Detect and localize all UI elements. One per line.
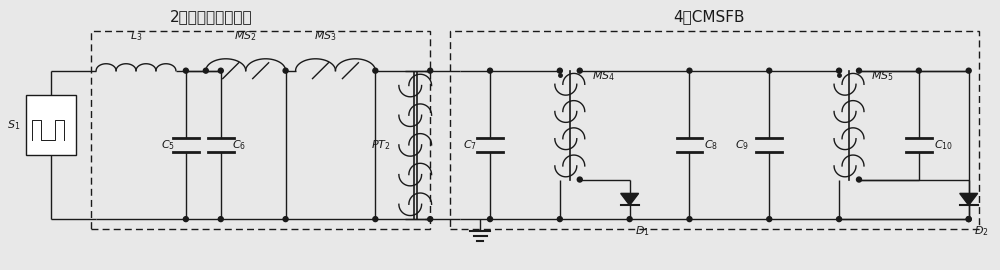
Text: $C_9$: $C_9$ <box>735 138 749 152</box>
Text: $PT_2$: $PT_2$ <box>371 138 390 152</box>
Circle shape <box>218 68 223 73</box>
Circle shape <box>557 217 562 222</box>
Polygon shape <box>621 193 639 205</box>
Circle shape <box>767 68 772 73</box>
Text: $MS_4$: $MS_4$ <box>592 69 615 83</box>
Circle shape <box>488 217 493 222</box>
Bar <box>26 95 76 155</box>
Text: 2级经典磁压缩电路: 2级经典磁压缩电路 <box>169 9 252 24</box>
Text: $MS_5$: $MS_5$ <box>871 69 894 83</box>
Circle shape <box>283 68 288 73</box>
Circle shape <box>577 68 582 73</box>
Circle shape <box>428 68 433 73</box>
Circle shape <box>203 68 208 73</box>
Circle shape <box>183 68 188 73</box>
Text: $C_5$: $C_5$ <box>161 138 175 152</box>
Circle shape <box>857 68 861 73</box>
Text: $S_1$: $S_1$ <box>7 118 20 132</box>
Text: $D_1$: $D_1$ <box>635 224 649 238</box>
Circle shape <box>373 217 378 222</box>
Circle shape <box>916 68 921 73</box>
Text: $C_6$: $C_6$ <box>232 138 246 152</box>
Circle shape <box>183 217 188 222</box>
Text: $D_2$: $D_2$ <box>974 224 988 238</box>
Text: $C_7$: $C_7$ <box>463 138 477 152</box>
Circle shape <box>687 68 692 73</box>
Circle shape <box>687 217 692 222</box>
Bar <box>450 31 979 229</box>
Circle shape <box>966 68 971 73</box>
Circle shape <box>373 68 378 73</box>
Circle shape <box>283 217 288 222</box>
Circle shape <box>627 217 632 222</box>
Circle shape <box>557 68 562 73</box>
Circle shape <box>837 217 842 222</box>
Text: $C_8$: $C_8$ <box>704 138 719 152</box>
Circle shape <box>428 217 433 222</box>
Text: 4级CMSFB: 4级CMSFB <box>674 9 745 24</box>
Circle shape <box>837 68 842 73</box>
Circle shape <box>966 217 971 222</box>
Bar <box>91 31 430 229</box>
Circle shape <box>577 177 582 182</box>
Text: $C_{10}$: $C_{10}$ <box>934 138 953 152</box>
Circle shape <box>218 217 223 222</box>
Polygon shape <box>960 193 978 205</box>
Circle shape <box>767 217 772 222</box>
Circle shape <box>966 217 971 222</box>
Text: $MS_3$: $MS_3$ <box>314 29 337 43</box>
Text: $MS_2$: $MS_2$ <box>234 29 257 43</box>
Circle shape <box>488 68 493 73</box>
Text: $L_3$: $L_3$ <box>130 29 142 43</box>
Circle shape <box>857 177 861 182</box>
